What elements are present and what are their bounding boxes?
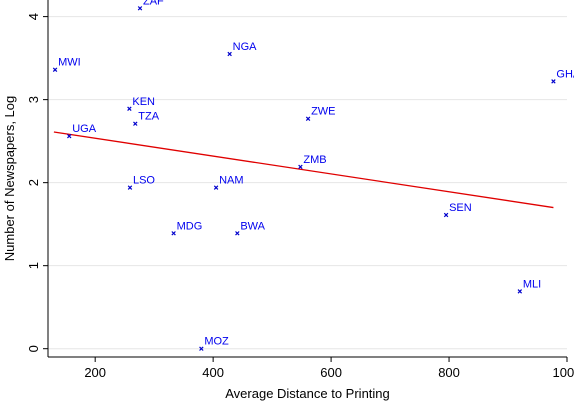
point-marker — [199, 346, 204, 351]
data-point-sen: SEN — [443, 202, 472, 218]
point-label: LSO — [133, 175, 155, 187]
point-label: SEN — [449, 202, 472, 214]
point-label: NAM — [219, 175, 243, 187]
point-marker — [305, 116, 311, 121]
data-point-nam: NAM — [213, 175, 244, 190]
y-tick-label: 1 — [26, 262, 41, 269]
point-marker — [171, 231, 176, 236]
data-point-moz: MOZ — [199, 336, 229, 351]
data-point-zmb: ZMB — [298, 154, 327, 170]
data-point-lso: LSO — [127, 175, 155, 190]
fit-line — [53, 131, 554, 209]
point-label: ZAF — [143, 0, 164, 7]
point-label: KEN — [132, 96, 155, 108]
data-point-tza: TZA — [133, 111, 160, 126]
point-marker — [551, 79, 556, 84]
data-point-zwe: ZWE — [305, 106, 336, 121]
y-tick-label: 4 — [26, 13, 41, 20]
grid-lines — [48, 16, 567, 350]
point-label: NGA — [233, 41, 258, 53]
point-label: MWI — [58, 57, 81, 69]
point-label: MDG — [177, 220, 203, 232]
point-label: ZMB — [303, 154, 326, 166]
x-axis-title: Average Distance to Printing — [225, 386, 390, 401]
x-tick-label: 400 — [202, 365, 224, 380]
point-label: GHA — [556, 68, 574, 80]
point-marker — [517, 289, 523, 294]
point-label: MOZ — [204, 336, 229, 348]
data-point-ken: KEN — [127, 96, 155, 111]
data-point-nga: NGA — [227, 41, 258, 57]
y-tick-label: 2 — [26, 179, 41, 186]
x-tick-label: 600 — [320, 365, 342, 380]
point-marker — [227, 51, 232, 57]
point-marker — [443, 212, 449, 218]
y-tick-label: 0 — [26, 345, 41, 352]
y-axis-title: Number of Newspapers, Log — [2, 96, 17, 261]
data-points: ZAF NGA MWI GHA KEN ZWE TZA UGA ZMB LSO NAM SEN MDG B… — [52, 0, 574, 351]
point-label: ZWE — [311, 106, 335, 118]
point-marker — [235, 231, 240, 236]
data-point-zaf: ZAF — [137, 0, 164, 11]
y-tick-label: 3 — [26, 96, 41, 103]
point-label: BWA — [240, 220, 265, 232]
point-label: MLI — [523, 278, 541, 290]
point-marker — [298, 164, 303, 170]
x-tick-label: 200 — [84, 365, 106, 380]
point-marker — [127, 185, 133, 190]
data-point-mli: MLI — [517, 278, 541, 294]
data-point-mdg: MDG — [171, 220, 203, 236]
point-label: TZA — [138, 111, 159, 123]
data-point-mwi: MWI — [52, 57, 81, 72]
point-marker — [137, 6, 143, 11]
point-label: UGA — [72, 123, 97, 135]
point-marker — [127, 106, 132, 111]
data-point-bwa: BWA — [235, 220, 266, 236]
point-marker — [52, 67, 58, 72]
point-marker — [213, 185, 219, 190]
data-point-uga: UGA — [67, 123, 97, 139]
point-marker — [67, 133, 72, 139]
data-point-gha: GHA — [551, 68, 574, 84]
x-tick-label: 800 — [438, 365, 460, 380]
point-marker — [133, 121, 138, 126]
axes — [43, 0, 568, 362]
